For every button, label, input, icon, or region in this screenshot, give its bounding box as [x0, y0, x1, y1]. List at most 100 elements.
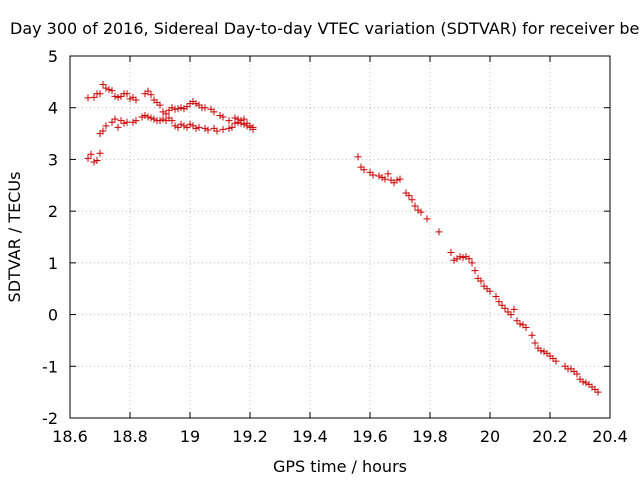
- data-point: [531, 339, 539, 347]
- data-point: [90, 158, 98, 166]
- y-tick-label: 4: [48, 99, 58, 118]
- data-point: [177, 120, 185, 128]
- data-point: [495, 298, 503, 306]
- data-point: [204, 126, 212, 134]
- y-tick-label: 3: [48, 150, 58, 169]
- data-point: [552, 357, 560, 365]
- data-point: [111, 115, 119, 123]
- data-point: [213, 127, 221, 135]
- y-tick-label: 5: [48, 47, 58, 66]
- data-point: [471, 267, 479, 275]
- data-point: [102, 122, 110, 130]
- data-point: [168, 104, 176, 112]
- data-point: [465, 255, 473, 263]
- data-point: [183, 103, 191, 111]
- data-point: [144, 113, 152, 121]
- data-point: [129, 118, 137, 126]
- data-point: [114, 93, 122, 101]
- data-point: [192, 100, 200, 108]
- data-point: [516, 320, 524, 328]
- data-point: [99, 80, 107, 88]
- data-point: [360, 166, 368, 174]
- data-point: [594, 388, 602, 396]
- data-point: [354, 153, 362, 161]
- data-point: [231, 114, 239, 122]
- data-point: [393, 176, 401, 184]
- data-point: [123, 118, 131, 126]
- data-point: [174, 105, 182, 113]
- data-point: [132, 96, 140, 104]
- data-point: [84, 154, 92, 162]
- data-point: [123, 90, 131, 98]
- data-point: [375, 172, 383, 180]
- data-point: [477, 277, 485, 285]
- x-tick-label: 19: [180, 427, 200, 446]
- data-point: [456, 253, 464, 261]
- data-point: [102, 84, 110, 92]
- data-point: [435, 228, 443, 236]
- y-axis-label: SDTVAR / TECUs: [5, 172, 24, 303]
- data-point: [183, 123, 191, 131]
- data-point: [156, 101, 164, 109]
- data-point: [501, 304, 509, 312]
- x-axis-label: GPS time / hours: [273, 457, 407, 476]
- data-point: [141, 111, 149, 119]
- data-point: [186, 120, 194, 128]
- data-point: [219, 125, 227, 133]
- data-point: [468, 259, 476, 267]
- data-point: [147, 91, 155, 99]
- data-point: [459, 254, 467, 262]
- data-point: [579, 378, 587, 386]
- data-point: [99, 127, 107, 135]
- data-point: [492, 292, 500, 300]
- data-point: [162, 110, 170, 118]
- x-axis-ticks: 18.6 18.8 19 19.2 19.4 19.6 19.8 20 20.2 20.4: [52, 56, 628, 446]
- data-point: [447, 249, 455, 257]
- data-point: [582, 379, 590, 387]
- data-point: [105, 86, 113, 94]
- data-point: [537, 347, 545, 355]
- data-point: [369, 171, 377, 179]
- data-point: [225, 117, 233, 125]
- data-point: [84, 94, 92, 102]
- y-tick-label: 1: [48, 254, 58, 273]
- data-point: [381, 175, 389, 183]
- data-point: [201, 104, 209, 112]
- data-point: [144, 87, 152, 95]
- data-point: [138, 113, 146, 121]
- y-axis-ticks: -2 -1 0 1 2 3 4 5: [42, 47, 610, 428]
- data-point: [405, 192, 413, 200]
- data-point: [147, 114, 155, 122]
- data-point: [486, 287, 494, 295]
- data-point: [513, 317, 521, 325]
- x-tick-label: 19.4: [292, 427, 328, 446]
- x-tick-label: 19.2: [232, 427, 268, 446]
- grid: [70, 56, 610, 418]
- data-point: [411, 202, 419, 210]
- data-point: [132, 117, 140, 125]
- chart-title: Day 300 of 2016, Sidereal Day-to-day VTE…: [10, 19, 640, 38]
- data-point: [408, 196, 416, 204]
- x-tick-label: 20.4: [592, 427, 628, 446]
- data-point: [240, 115, 248, 123]
- x-tick-label: 20.2: [532, 427, 568, 446]
- data-point: [180, 122, 188, 130]
- x-tick-label: 19.8: [412, 427, 448, 446]
- data-point: [168, 117, 176, 125]
- data-point: [378, 174, 386, 182]
- data-point: [249, 123, 257, 131]
- data-point: [159, 115, 167, 123]
- data-point: [234, 115, 242, 123]
- y-tick-label: -1: [42, 357, 58, 376]
- plot-frame: [69, 55, 611, 419]
- data-point: [111, 92, 119, 100]
- data-point: [237, 119, 245, 127]
- x-tick-label: 20: [480, 427, 500, 446]
- data-point: [228, 123, 236, 131]
- data-point: [93, 156, 101, 164]
- data-point: [216, 111, 224, 119]
- data-point: [156, 117, 164, 125]
- data-point: [423, 215, 431, 223]
- data-point: [108, 87, 116, 95]
- data-point: [417, 208, 425, 216]
